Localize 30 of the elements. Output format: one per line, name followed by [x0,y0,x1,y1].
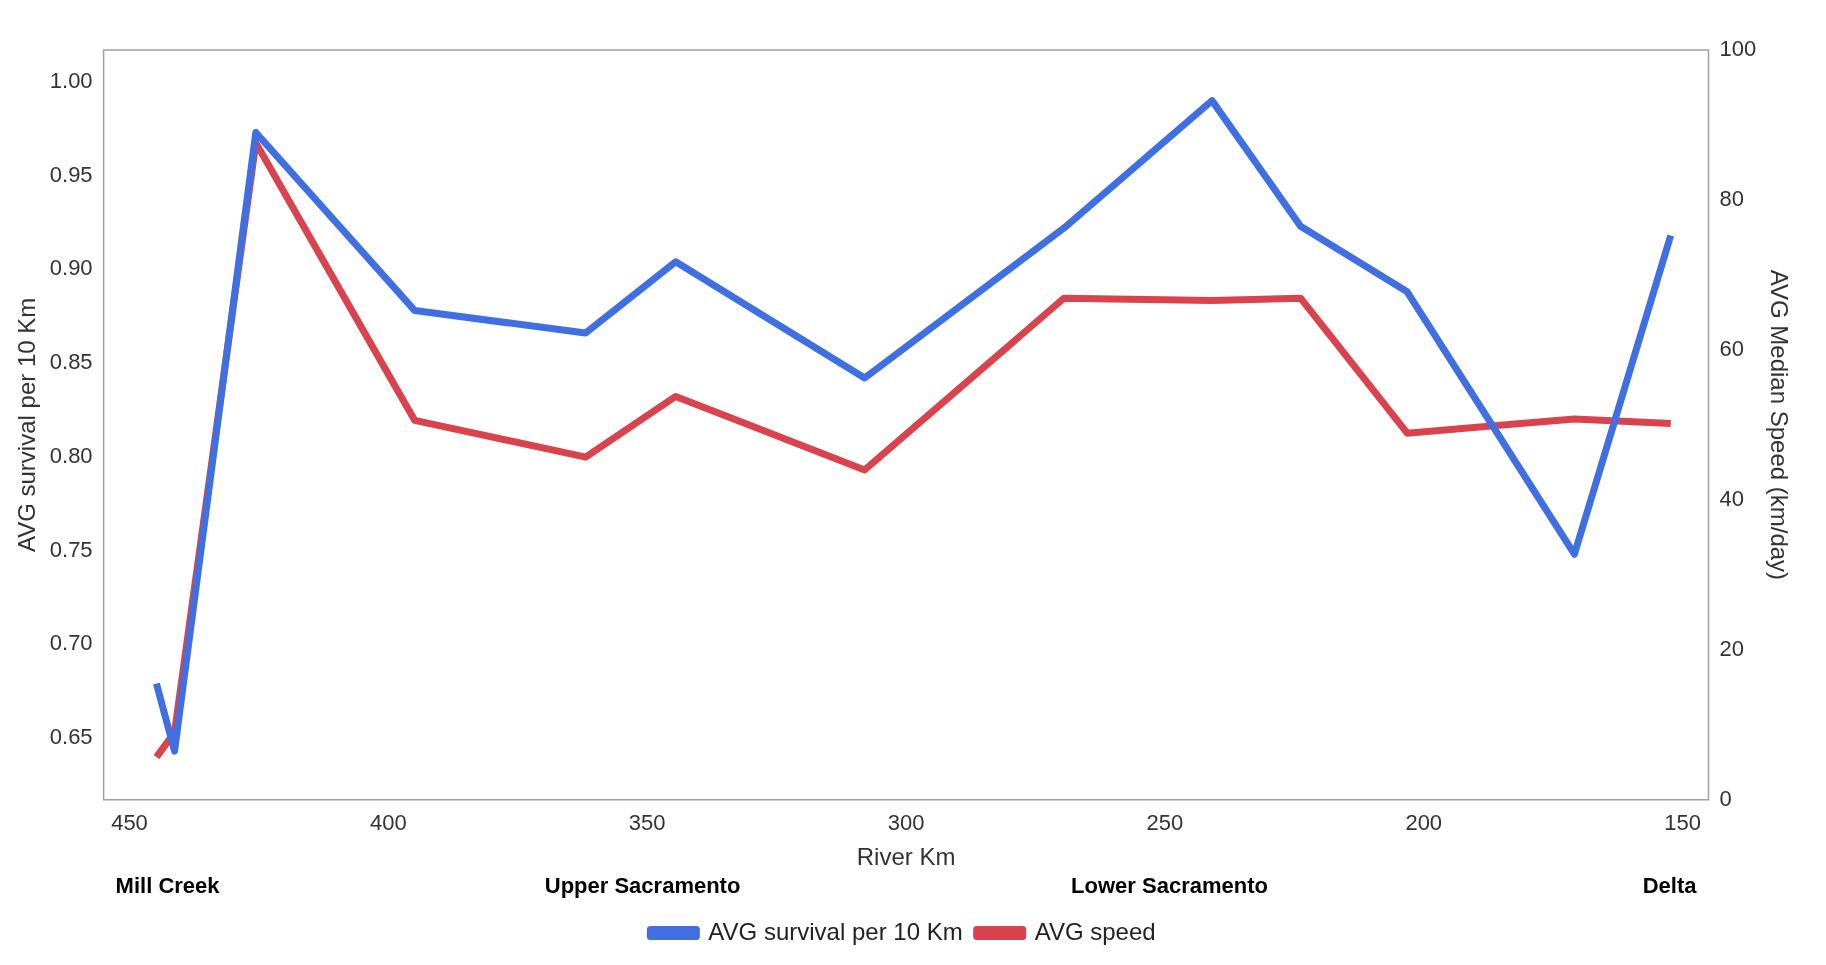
y2-tick-label: 100 [1719,36,1757,62]
legend-label: AVG speed [1034,917,1156,945]
text: Mill Creek [115,873,221,899]
text: Lower Sacramento [1071,873,1268,899]
x-tick-label: 450 [111,810,148,836]
y2-tick-label: 20 [1719,635,1744,661]
y-tick-label: 0.95 [49,161,93,187]
legend-label: AVG survival per 10 Km [708,917,963,945]
x-axis-title: River Km [856,843,956,871]
y-tick-label: 0.65 [49,724,93,749]
x-tick-label: 200 [1405,810,1443,836]
y2-tick-label: 60 [1719,335,1744,361]
x-tick-label: 300 [887,810,925,836]
x-tick-label: 250 [1146,810,1184,836]
x-tick-label: 400 [369,810,407,836]
y2-axis-title: AVG Median Speed (km/day) [1765,269,1793,581]
x-tick-label: 150 [1664,810,1701,836]
text: Upper Sacramento [544,873,741,899]
y2-tick-label: 80 [1719,186,1744,212]
y-tick-label: 0.75 [49,536,93,562]
y-tick-label: 1.00 [49,67,93,93]
y-tick-label: 0.90 [49,255,93,281]
x-tick-label: 350 [628,810,666,836]
y-axis-title: AVG survival per 10 Km [13,297,41,553]
text: Delta [1642,873,1698,899]
y2-tick-label: 40 [1719,485,1744,511]
y-tick-label: 0.85 [49,349,93,375]
y-tick-label: 0.70 [49,630,93,656]
y-tick-label: 0.80 [49,442,93,468]
y2-tick-label: 0 [1719,785,1732,811]
